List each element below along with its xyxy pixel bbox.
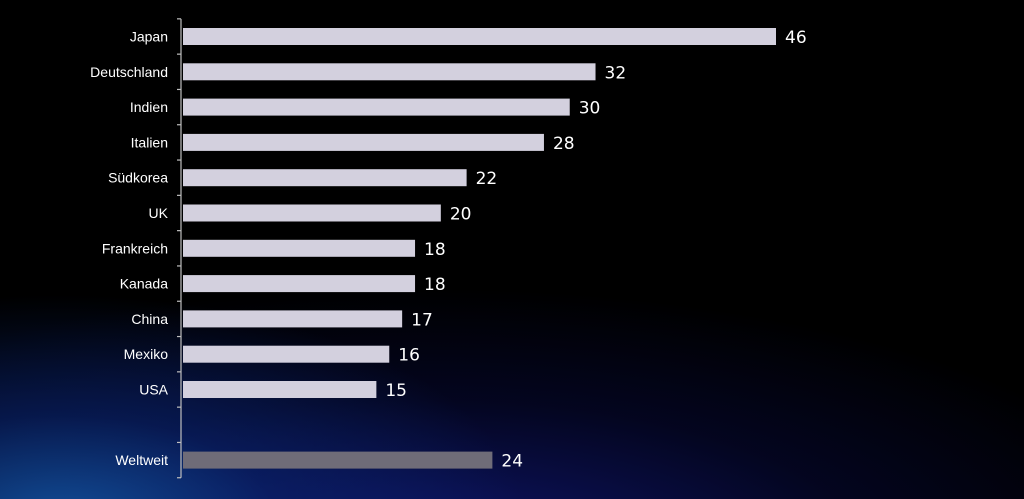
bars xyxy=(183,28,776,469)
bar-highlight xyxy=(183,451,493,469)
value-label: 28 xyxy=(553,134,575,154)
bar xyxy=(183,133,544,151)
bar xyxy=(183,204,441,222)
bar xyxy=(183,239,416,257)
value-label: 30 xyxy=(579,99,601,119)
y-axis xyxy=(177,18,182,479)
value-label: 18 xyxy=(424,240,446,260)
category-label: Mexiko xyxy=(124,346,169,362)
bar xyxy=(183,345,390,363)
bar xyxy=(183,310,403,328)
category-label: Italien xyxy=(131,134,168,150)
value-label: 20 xyxy=(450,205,472,225)
category-label: Weltweit xyxy=(115,452,168,468)
value-label: 15 xyxy=(385,381,407,401)
value-label: 18 xyxy=(424,275,446,295)
category-label: Indien xyxy=(130,99,168,115)
category-label: Deutschland xyxy=(90,64,168,80)
value-label: 17 xyxy=(411,310,433,330)
value-label: 24 xyxy=(501,452,523,472)
value-label: 32 xyxy=(605,63,627,83)
value-label: 46 xyxy=(785,28,807,48)
bar xyxy=(183,381,377,398)
category-label: Südkorea xyxy=(108,170,168,186)
category-label: Japan xyxy=(130,29,168,45)
bar xyxy=(183,169,467,187)
bar xyxy=(183,63,596,81)
bar xyxy=(183,28,776,45)
value-label: 22 xyxy=(476,169,498,189)
bar xyxy=(183,275,416,293)
category-label: Frankreich xyxy=(102,240,168,256)
category-label: China xyxy=(131,311,168,327)
category-label: USA xyxy=(139,382,168,398)
category-label: UK xyxy=(149,205,169,221)
labels: Japan 46 Deutschland 32 Indien 30 Italien 28 Süd… xyxy=(90,28,806,472)
value-label: 16 xyxy=(398,346,420,366)
bar xyxy=(183,98,570,116)
category-label: Kanada xyxy=(120,276,168,292)
